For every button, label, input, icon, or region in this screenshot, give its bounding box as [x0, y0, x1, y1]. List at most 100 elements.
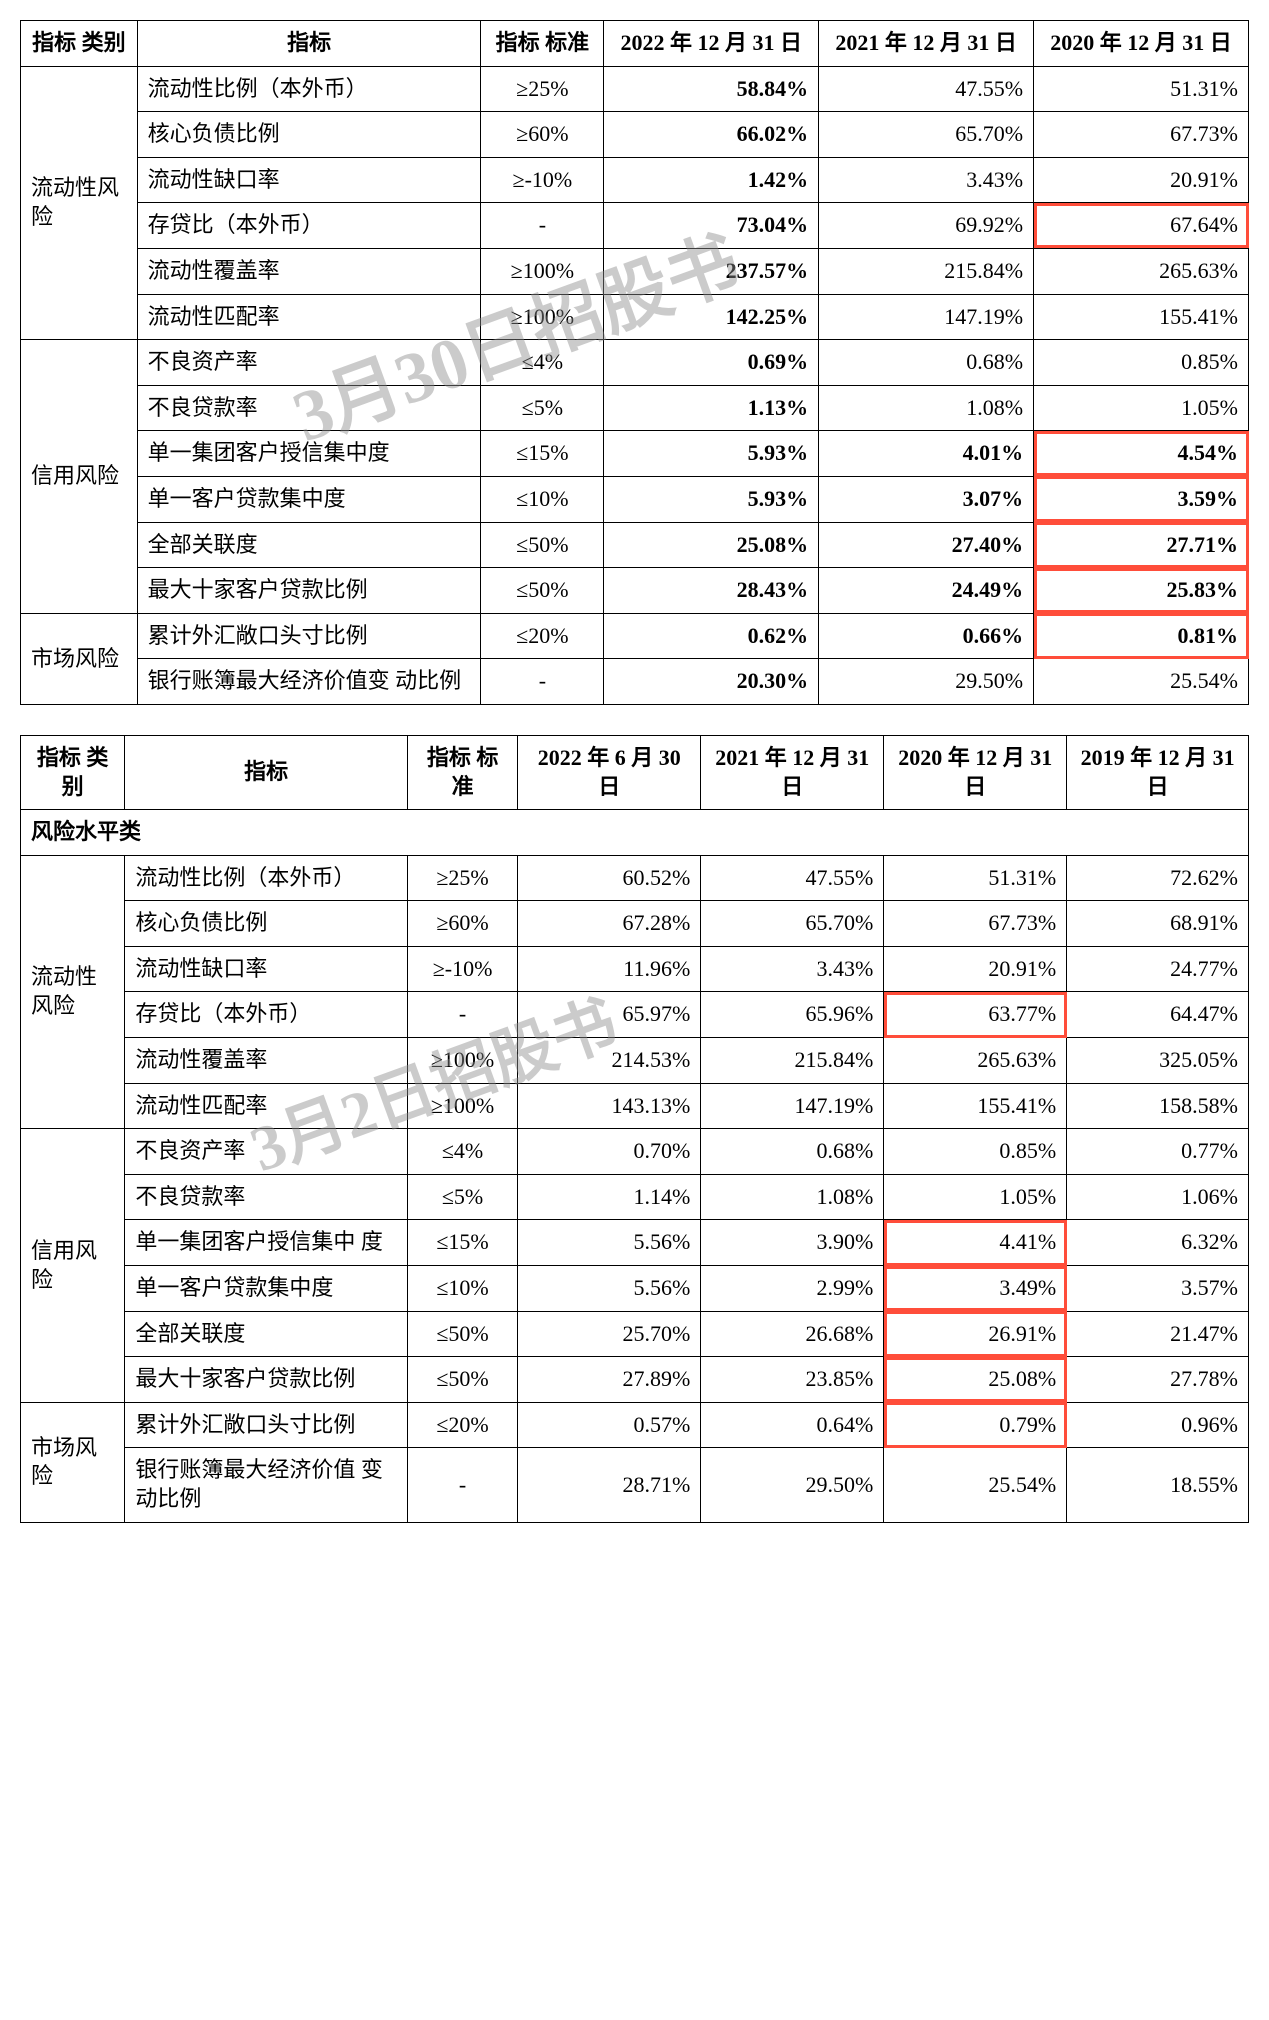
col-2020: 2020 年 12 月 31 日 [1034, 21, 1249, 67]
standard-cell: ≥-10% [407, 946, 518, 992]
table1-header-row: 指标 类别 指标 指标 标准 2022 年 12 月 31 日 2021 年 1… [21, 21, 1249, 67]
table-row: 最大十家客户贷款比例≤50%27.89%23.85%25.08%27.78% [21, 1357, 1249, 1403]
value-2019: 325.05% [1067, 1038, 1249, 1084]
indicator-cell: 单一集团客户授信集中 度 [125, 1220, 407, 1266]
indicator-cell: 存贷比（本外币） [137, 203, 481, 249]
value-2022: 5.93% [604, 431, 819, 477]
indicator-cell: 流动性比例（本外币） [137, 66, 481, 112]
value-2020: 51.31% [884, 855, 1067, 901]
page-container: 3月30日招股书 指标 类别 指标 指标 标准 2022 年 12 月 31 日… [20, 20, 1249, 1523]
section-row: 风险水平类 [21, 810, 1249, 856]
value-2021: 47.55% [701, 855, 884, 901]
col-indicator: 指标 [125, 735, 407, 809]
col-2021: 2021 年 12 月 31 日 [701, 735, 884, 809]
value-2022: 237.57% [604, 248, 819, 294]
indicator-cell: 不良资产率 [125, 1129, 407, 1175]
value-2021: 3.43% [819, 157, 1034, 203]
value-2020: 25.54% [1034, 659, 1249, 705]
value-2020: 67.73% [884, 901, 1067, 947]
category-cell: 市场风 险 [21, 1402, 125, 1522]
value-2021: 147.19% [819, 294, 1034, 340]
value-2022: 143.13% [518, 1083, 701, 1129]
standard-cell: ≥60% [407, 901, 518, 947]
col-2022: 2022 年 6 月 30 日 [518, 735, 701, 809]
value-2021: 69.92% [819, 203, 1034, 249]
value-2019: 21.47% [1067, 1311, 1249, 1357]
indicator-cell: 存贷比（本外币） [125, 992, 407, 1038]
standard-cell: ≤5% [407, 1174, 518, 1220]
col-category: 指标 类别 [21, 21, 138, 67]
indicator-cell: 累计外汇敞口头寸比例 [125, 1402, 407, 1448]
table-row: 流动性匹配率≥100%143.13%147.19%155.41%158.58% [21, 1083, 1249, 1129]
standard-cell: ≤20% [481, 613, 604, 659]
value-2022: 1.14% [518, 1174, 701, 1220]
value-2021: 1.08% [819, 385, 1034, 431]
table-row: 单一集团客户授信集中 度≤15%5.56%3.90%4.41%6.32% [21, 1220, 1249, 1266]
table-row: 最大十家客户贷款比例≤50%28.43%24.49%25.83% [21, 568, 1249, 614]
value-2021: 27.40% [819, 522, 1034, 568]
value-2020: 1.05% [1034, 385, 1249, 431]
table-row: 信用风险不良资产率≤4%0.69%0.68%0.85% [21, 340, 1249, 386]
indicator-cell: 最大十家客户贷款比例 [137, 568, 481, 614]
value-2022: 28.43% [604, 568, 819, 614]
table-row: 全部关联度≤50%25.08%27.40%27.71% [21, 522, 1249, 568]
value-2022: 58.84% [604, 66, 819, 112]
value-2021: 47.55% [819, 66, 1034, 112]
value-2020: 0.81% [1034, 613, 1249, 659]
standard-cell: ≤15% [407, 1220, 518, 1266]
standard-cell: ≥100% [407, 1083, 518, 1129]
table-row: 核心负债比例≥60%66.02%65.70%67.73% [21, 112, 1249, 158]
table-row: 核心负债比例≥60%67.28%65.70%67.73%68.91% [21, 901, 1249, 947]
standard-cell: ≥100% [481, 294, 604, 340]
indicator-cell: 流动性覆盖率 [125, 1038, 407, 1084]
indicator-cell: 不良贷款率 [125, 1174, 407, 1220]
standard-cell: ≤50% [481, 522, 604, 568]
value-2021: 29.50% [701, 1448, 884, 1522]
standard-cell: ≤20% [407, 1402, 518, 1448]
value-2020: 0.85% [1034, 340, 1249, 386]
table-row: 银行账簿最大经济价值变 动比例-20.30%29.50%25.54% [21, 659, 1249, 705]
indicator-cell: 流动性匹配率 [137, 294, 481, 340]
value-2020: 63.77% [884, 992, 1067, 1038]
indicator-cell: 流动性比例（本外币） [125, 855, 407, 901]
value-2019: 0.96% [1067, 1402, 1249, 1448]
value-2021: 0.66% [819, 613, 1034, 659]
indicator-cell: 不良贷款率 [137, 385, 481, 431]
standard-cell: ≥25% [481, 66, 604, 112]
indicator-cell: 最大十家客户贷款比例 [125, 1357, 407, 1403]
value-2022: 65.97% [518, 992, 701, 1038]
value-2021: 4.01% [819, 431, 1034, 477]
value-2022: 5.56% [518, 1220, 701, 1266]
indicator-cell: 不良资产率 [137, 340, 481, 386]
indicator-cell: 流动性覆盖率 [137, 248, 481, 294]
value-2020: 67.73% [1034, 112, 1249, 158]
value-2020: 155.41% [884, 1083, 1067, 1129]
table-row: 流动性 风险流动性比例（本外币）≥25%60.52%47.55%51.31%72… [21, 855, 1249, 901]
value-2022: 27.89% [518, 1357, 701, 1403]
standard-cell: ≤10% [407, 1266, 518, 1312]
value-2019: 1.06% [1067, 1174, 1249, 1220]
table2-header-row: 指标 类别 指标 指标 标准 2022 年 6 月 30 日 2021 年 12… [21, 735, 1249, 809]
table-row: 不良贷款率≤5%1.13%1.08%1.05% [21, 385, 1249, 431]
value-2022: 1.42% [604, 157, 819, 203]
standard-cell: - [481, 659, 604, 705]
table-row: 不良贷款率≤5%1.14%1.08%1.05%1.06% [21, 1174, 1249, 1220]
value-2021: 1.08% [701, 1174, 884, 1220]
standard-cell: ≤4% [481, 340, 604, 386]
value-2020: 20.91% [884, 946, 1067, 992]
value-2020: 155.41% [1034, 294, 1249, 340]
col-indicator: 指标 [137, 21, 481, 67]
value-2020: 26.91% [884, 1311, 1067, 1357]
value-2020: 3.59% [1034, 476, 1249, 522]
standard-cell: ≥60% [481, 112, 604, 158]
indicator-cell: 单一集团客户授信集中度 [137, 431, 481, 477]
table-row: 流动性缺口率≥-10%1.42%3.43%20.91% [21, 157, 1249, 203]
value-2019: 6.32% [1067, 1220, 1249, 1266]
standard-cell: ≥25% [407, 855, 518, 901]
col-2022: 2022 年 12 月 31 日 [604, 21, 819, 67]
value-2022: 60.52% [518, 855, 701, 901]
value-2022: 67.28% [518, 901, 701, 947]
indicator-cell: 单一客户贷款集中度 [125, 1266, 407, 1312]
table-row: 信用风 险不良资产率≤4%0.70%0.68%0.85%0.77% [21, 1129, 1249, 1175]
table-row: 存贷比（本外币）-73.04%69.92%67.64% [21, 203, 1249, 249]
